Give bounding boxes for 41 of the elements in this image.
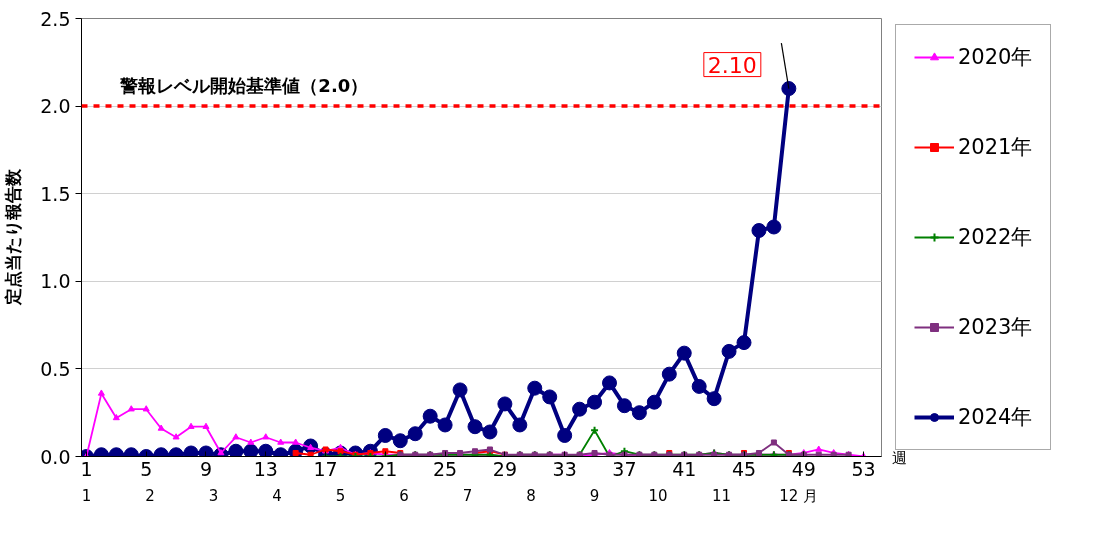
text: 6 — [399, 486, 409, 505]
x-tick-label: 25 — [433, 457, 458, 480]
text: 8 — [526, 486, 536, 505]
y-tick-label: 1.5 — [40, 182, 71, 205]
text: 4 — [272, 486, 282, 505]
x-tick-label: 9 — [199, 457, 213, 480]
legend-label: 2021年 — [958, 134, 1033, 161]
text: 7 — [462, 486, 473, 505]
text: 10 — [648, 486, 668, 505]
x-tick-label: 37 — [612, 457, 637, 480]
text: 週 — [891, 449, 907, 468]
ref-line-label: 警報レベル開始基準値（2.0） — [119, 75, 369, 97]
x-tick-label: 17 — [313, 457, 338, 480]
legend-label: 2023年 — [958, 314, 1033, 341]
y-tick-label: 0.5 — [40, 357, 71, 380]
y-tick-label: 2.0 — [40, 95, 71, 118]
y-tick-label: 1.0 — [40, 270, 71, 293]
x-tick-label: 5 — [140, 457, 153, 480]
x-tick-label: 13 — [253, 457, 278, 480]
legend-label: 2024年 — [958, 404, 1033, 431]
y-tick-label: 2.5 — [40, 7, 71, 30]
text: 1 — [81, 486, 92, 505]
x-tick-label: 53 — [851, 457, 876, 480]
x-tick-label: 49 — [791, 457, 816, 480]
text: 11 — [712, 486, 732, 505]
x-tick-label: 21 — [373, 457, 398, 480]
text: 12 月 — [779, 486, 818, 505]
x-tick-label: 33 — [552, 457, 577, 480]
annotation: 2.10 — [707, 52, 757, 78]
x-tick-label: 1 — [80, 457, 93, 480]
y-axis-title: 定点当たり報告数 — [3, 168, 24, 307]
x-tick-label: 45 — [731, 457, 757, 480]
legend-label: 2022年 — [958, 224, 1033, 251]
text: 5 — [335, 486, 346, 505]
text: 9 — [589, 486, 600, 505]
legend-label: 2020年 — [958, 44, 1033, 71]
y-tick-label: 0.0 — [40, 445, 71, 468]
x-tick-label: 41 — [672, 457, 697, 480]
text: 3 — [208, 486, 219, 505]
text: 2 — [145, 486, 155, 505]
x-tick-label: 29 — [492, 457, 517, 480]
